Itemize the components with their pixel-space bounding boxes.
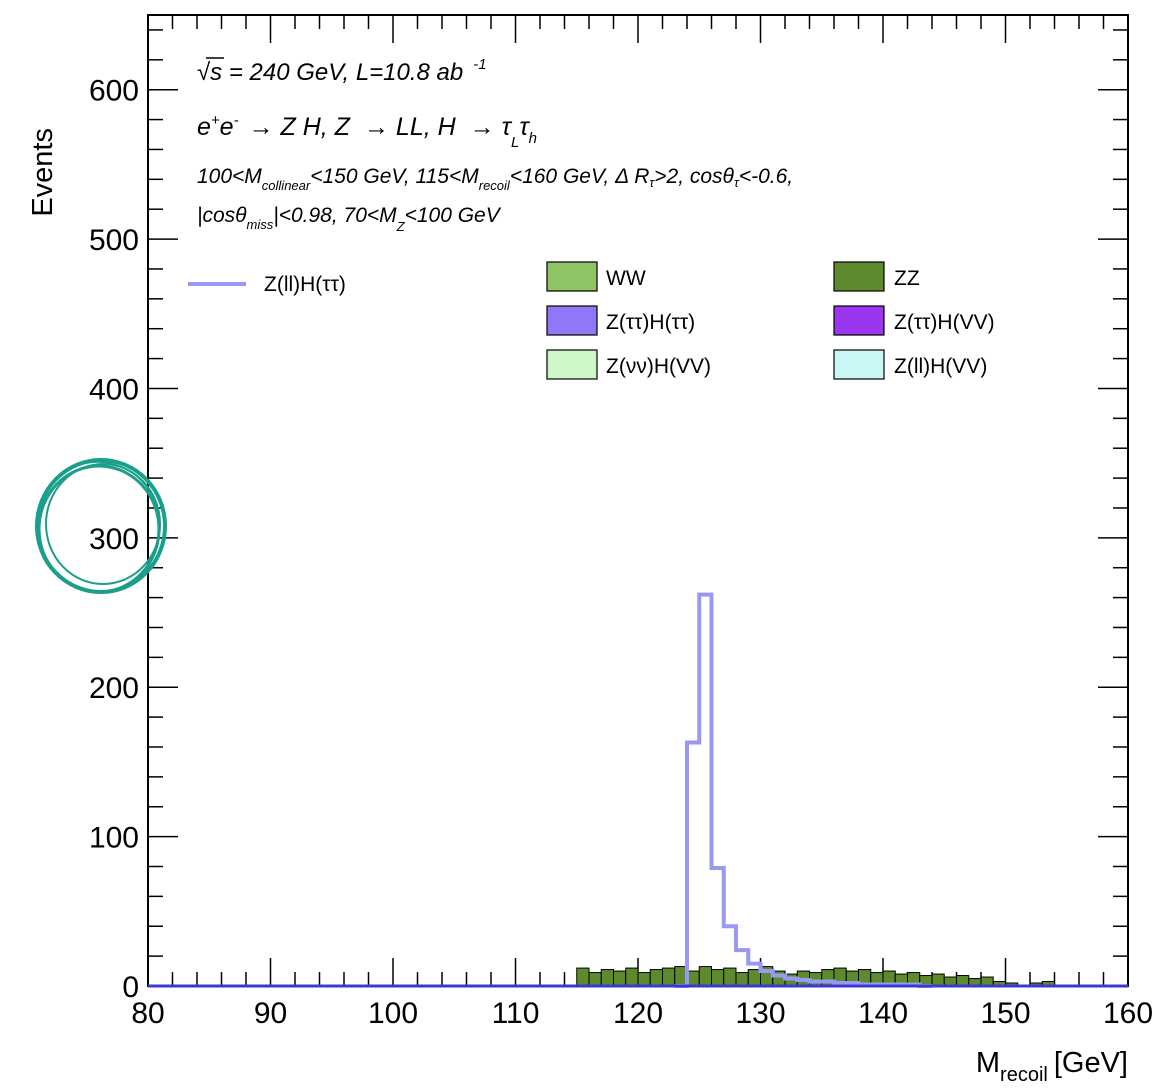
x-tick-label: 100: [368, 997, 418, 1030]
y-tick-label: 500: [89, 224, 139, 257]
x-tick-label: 130: [735, 997, 785, 1030]
x-tick-label: 80: [131, 997, 164, 1030]
legend-swatch-zll-hvv: [833, 349, 885, 380]
process-e1-sup: +: [211, 112, 220, 129]
legend-label-ztt-hvv: Z(ττ)H(VV): [894, 311, 995, 334]
process-e2-sup: -: [234, 112, 239, 129]
sqrt-symbol: √: [197, 59, 211, 86]
signal-layer: [674, 592, 932, 988]
annotation-energy-lumi: √s = 240 GeV, L=10.8 ab -1: [197, 56, 487, 86]
hand-drawn-circle-mark: [35, 458, 167, 594]
annotation-cuts-1: 100<Mcollinear<150 GeV, 115<Mrecoil<160 …: [197, 165, 793, 193]
background-bar: [662, 967, 676, 987]
signal-histogram-line: [674, 592, 932, 988]
process-e2: e: [220, 113, 234, 141]
cut-miss-sub: miss: [247, 217, 274, 232]
legend-fills: WW ZZ Z(ττ)H(ττ) Z(ττ)H(VV) Z(νν)H(VV) Z…: [546, 261, 995, 380]
annotation-process: e+e- → Z H, Z → LL, H → τLτh: [197, 112, 537, 151]
process-tau-h-sub: h: [529, 130, 537, 147]
y-tick-label: 400: [89, 373, 139, 406]
annotation-cuts-2: |cosθmiss|<0.98, 70<MZ<100 GeV: [197, 204, 502, 234]
cut-mrec: <150 GeV, 115<M: [310, 165, 479, 188]
background-bar: [735, 972, 749, 987]
legend-signal-label: Z(ll)H(ττ): [264, 273, 346, 296]
x-tick-label: 120: [613, 997, 663, 1030]
y-axis-title: Events: [27, 128, 59, 217]
legend-swatch-zz: [833, 261, 885, 292]
y-tick-label: 600: [89, 75, 139, 108]
cut-dr-sub: τ: [649, 175, 655, 190]
background-bar: [600, 969, 614, 987]
background-bar: [637, 972, 651, 987]
circle-stroke-4: [35, 461, 161, 593]
lumi-exponent: -1: [473, 56, 486, 73]
legend-swatch-ztt-htt: [546, 305, 598, 336]
background-bar: [613, 970, 627, 987]
process-ll: → LL, H: [364, 113, 457, 141]
cut-mrec-sub: recoil: [479, 178, 511, 193]
background-bar: [931, 973, 945, 987]
legend-swatch-ztt-hvv: [833, 305, 885, 336]
ticks-layer: 80 90 100 110 120 130 140 150 160 0 100 200 300 400 50…: [89, 15, 1153, 1030]
x-tick-label: 150: [980, 997, 1030, 1030]
process-tau-l: → τ: [470, 113, 513, 141]
energy-lumi-text: s = 240 GeV, L=10.8 ab: [210, 59, 463, 86]
background-bar: [625, 967, 639, 987]
legend-label-zll-hvv: Z(ll)H(VV): [894, 355, 987, 378]
background-bar: [698, 966, 712, 987]
cut-cos-sub: τ: [734, 175, 740, 190]
x-axis-title-main: M: [976, 1047, 1000, 1079]
x-tick-label: 90: [254, 997, 287, 1030]
cut-dr: <160 GeV, Δ R: [510, 165, 650, 188]
background-bar: [576, 967, 590, 987]
cut-mz-sub: Z: [396, 219, 406, 234]
process-tau-l-sub: L: [511, 134, 519, 151]
cut-miss: |cosθ: [197, 204, 247, 227]
cut-mz: |<0.98, 70<M: [273, 204, 397, 227]
background-bar: [956, 975, 970, 987]
legend-label-ztt-htt: Z(ττ)H(ττ): [606, 311, 695, 334]
cut-cos: >2, cosθ: [654, 165, 734, 188]
process-zh: → Z H, Z: [249, 113, 351, 141]
legend-label-zz: ZZ: [894, 267, 920, 290]
x-tick-label: 140: [858, 997, 908, 1030]
y-tick-label: 100: [89, 822, 139, 855]
background-bar: [723, 967, 737, 987]
legend-swatch-ww: [546, 261, 598, 292]
process-tau-h: τ: [519, 113, 530, 141]
y-tick-label: 300: [89, 523, 139, 556]
legend-label-ww: WW: [606, 267, 646, 290]
background-bar: [711, 969, 725, 987]
cut-mcol-sub: collinear: [262, 178, 311, 193]
x-axis-title-unit: [GeV]: [1054, 1047, 1128, 1079]
plot-frame: [147, 14, 1129, 987]
y-tick-label: 200: [89, 672, 139, 705]
x-axis-title: Mrecoil [GeV]: [976, 1047, 1128, 1086]
cut-mcol: 100<M: [197, 165, 262, 188]
background-bar: [588, 972, 602, 987]
x-tick-label: 160: [1103, 997, 1153, 1030]
y-tick-label: 0: [122, 971, 139, 1004]
x-axis-title-sub: recoil: [1000, 1064, 1048, 1086]
cut-cos-end: <-0.6,: [739, 165, 793, 188]
background-bar: [649, 969, 663, 987]
process-e1: e: [197, 113, 211, 141]
legend-signal: Z(ll)H(ττ): [188, 273, 346, 296]
x-tick-label: 110: [492, 997, 540, 1030]
cut-mz-end: <100 GeV: [405, 204, 502, 227]
legend-label-zvv-hvv: Z(νν)H(VV): [606, 355, 711, 378]
legend-swatch-zvv-hvv: [546, 349, 598, 380]
